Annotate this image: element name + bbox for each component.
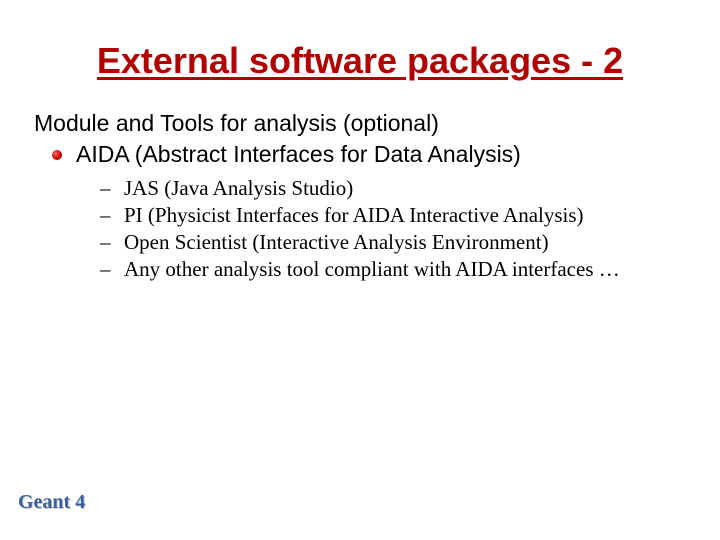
dash-icon: – xyxy=(100,257,124,282)
bullet-item: AIDA (Abstract Interfaces for Data Analy… xyxy=(52,141,690,168)
footer-logo: Geant 4 xyxy=(18,491,85,514)
dash-icon: – xyxy=(100,230,124,255)
bullet-icon xyxy=(52,150,62,160)
bullet-text: AIDA (Abstract Interfaces for Data Analy… xyxy=(76,141,521,168)
list-item: – JAS (Java Analysis Studio) xyxy=(100,176,690,201)
sub-item-text: Open Scientist (Interactive Analysis Env… xyxy=(124,230,549,255)
list-item: – PI (Physicist Interfaces for AIDA Inte… xyxy=(100,203,690,228)
sub-list: – JAS (Java Analysis Studio) – PI (Physi… xyxy=(100,176,690,282)
sub-item-text: Any other analysis tool compliant with A… xyxy=(124,257,620,282)
list-item: – Open Scientist (Interactive Analysis E… xyxy=(100,230,690,255)
slide-title: External software packages - 2 xyxy=(30,40,690,82)
list-item: – Any other analysis tool compliant with… xyxy=(100,257,690,282)
sub-item-text: PI (Physicist Interfaces for AIDA Intera… xyxy=(124,203,584,228)
section-heading: Module and Tools for analysis (optional) xyxy=(34,110,690,137)
slide-container: External software packages - 2 Module an… xyxy=(0,0,720,540)
sub-item-text: JAS (Java Analysis Studio) xyxy=(124,176,353,201)
dash-icon: – xyxy=(100,176,124,201)
dash-icon: – xyxy=(100,203,124,228)
